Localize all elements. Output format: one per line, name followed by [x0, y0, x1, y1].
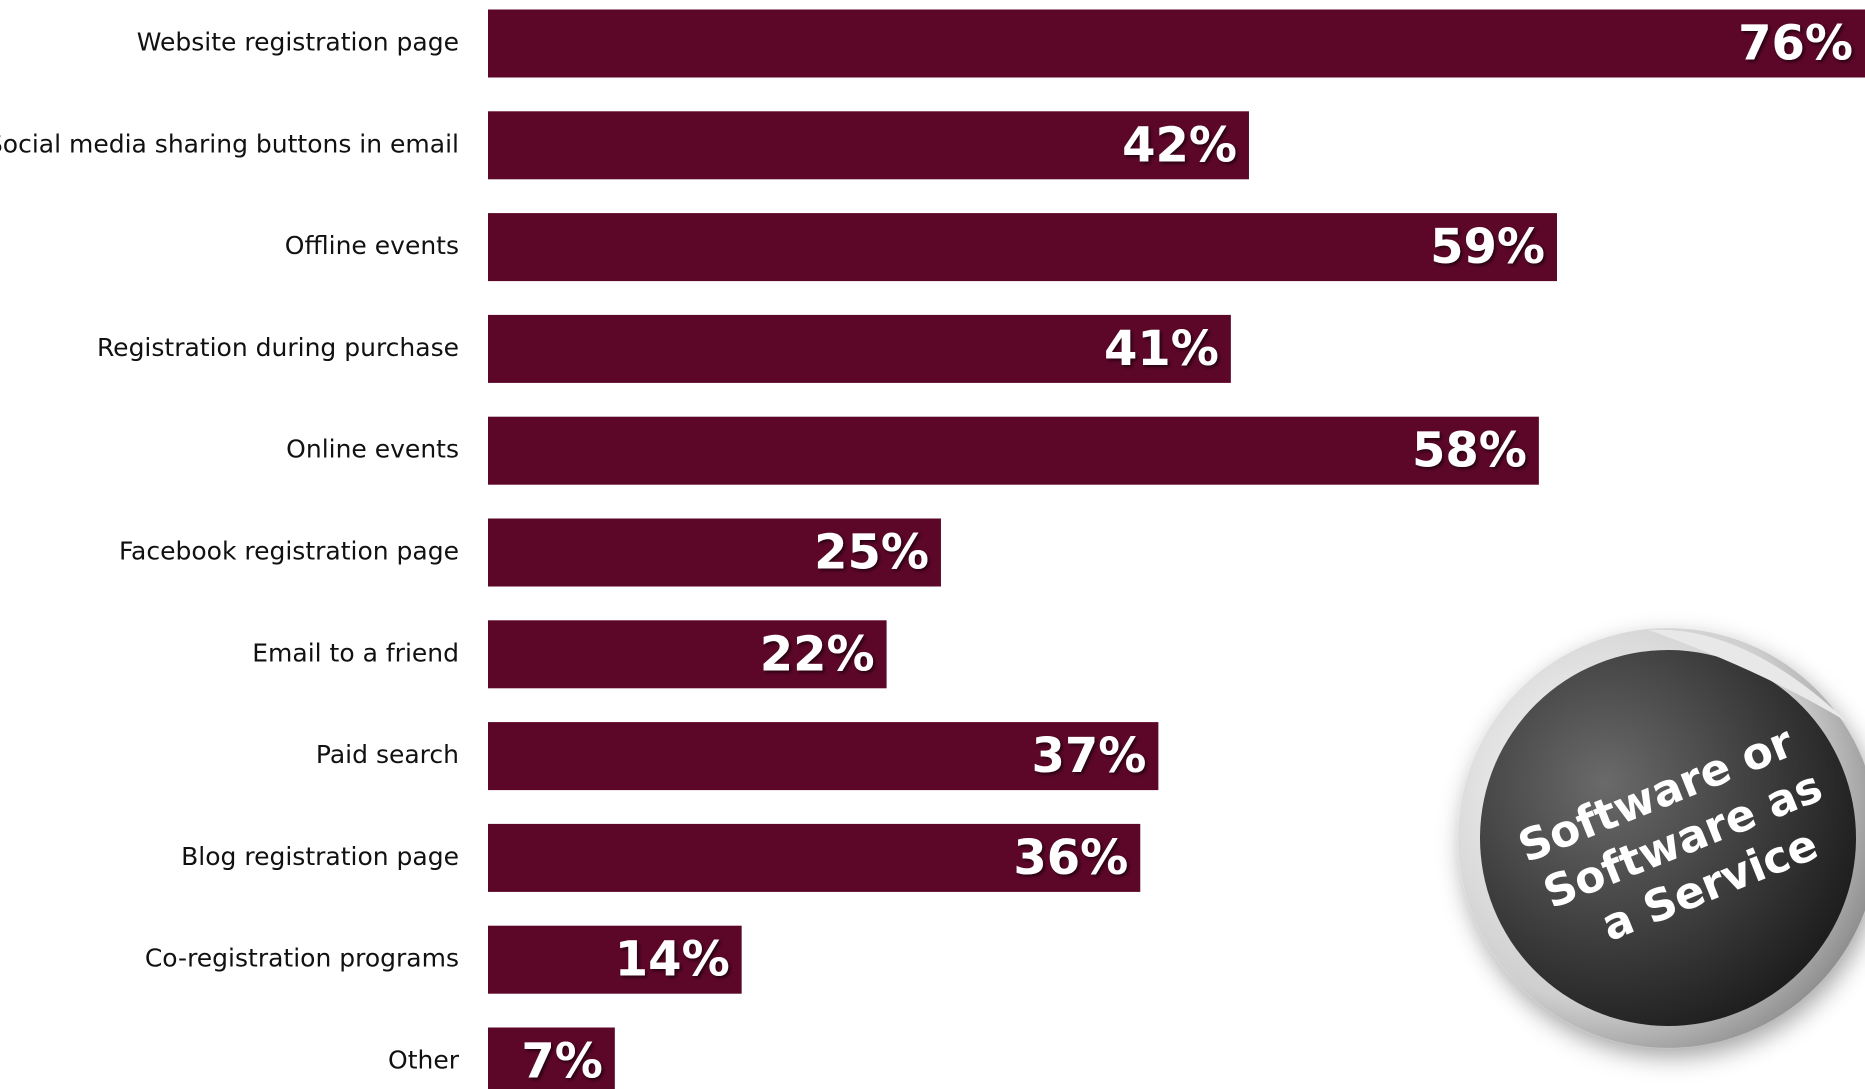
value-label: 25% — [814, 525, 929, 581]
bar — [488, 925, 742, 994]
value-label: 76% — [1738, 16, 1853, 72]
bar — [488, 620, 887, 689]
value-label: 37% — [1031, 728, 1146, 784]
category-label: Offline events — [285, 231, 459, 260]
bar — [488, 823, 1141, 892]
bar — [488, 722, 1159, 791]
category-label: Co-registration programs — [145, 944, 459, 973]
bar — [488, 416, 1539, 485]
bar — [488, 9, 1865, 78]
badge-face — [1480, 650, 1856, 1026]
category-label: Email to a friend — [252, 638, 459, 667]
value-label: 42% — [1122, 117, 1237, 173]
category-label: Registration during purchase — [97, 333, 459, 362]
category-label: Online events — [286, 435, 459, 464]
category-label: Facebook registration page — [119, 537, 459, 566]
bar — [488, 1027, 615, 1089]
value-label: 22% — [760, 626, 875, 682]
value-label: 59% — [1430, 219, 1545, 275]
value-label: 58% — [1412, 423, 1527, 479]
value-label: 7% — [521, 1034, 603, 1089]
value-label: 41% — [1104, 321, 1219, 377]
category-label: Website registration page — [137, 28, 459, 57]
value-label: 36% — [1013, 830, 1128, 886]
category-label: Social media sharing buttons in email — [0, 129, 459, 158]
bar — [488, 111, 1249, 180]
bar — [488, 314, 1231, 383]
category-label: Other — [388, 1046, 460, 1075]
category-label: Blog registration page — [181, 842, 459, 871]
category-label: Paid search — [316, 740, 459, 769]
bar — [488, 518, 941, 587]
bar — [488, 213, 1557, 282]
value-label: 14% — [615, 932, 730, 988]
